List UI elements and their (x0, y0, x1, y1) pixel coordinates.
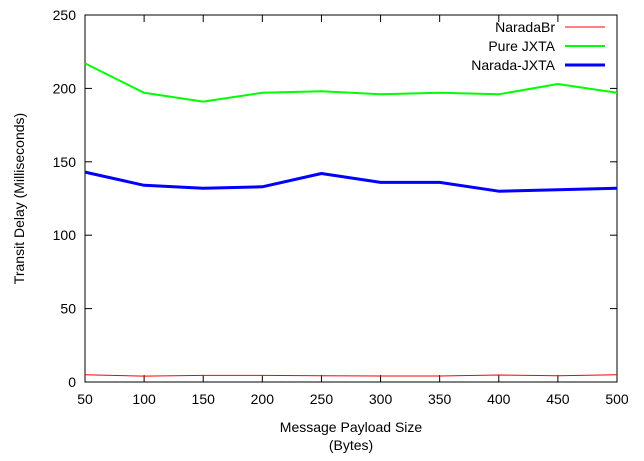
series-line-naradabr (84, 374, 618, 377)
legend-label: NaradaBr (495, 19, 555, 35)
y-tick-label: 150 (53, 154, 77, 170)
x-tick-label: 150 (192, 391, 216, 407)
x-tick-label: 100 (132, 391, 156, 407)
x-tick-label: 200 (251, 391, 275, 407)
y-axis: 0 50 100 150 200 250 (53, 7, 617, 390)
legend: NaradaBr Pure JXTA Narada-JXTA (471, 19, 605, 73)
plot-frame (84, 14, 618, 383)
y-tick-label: 50 (60, 301, 76, 317)
y-tick-label: 100 (53, 227, 77, 243)
x-axis-title: Message Payload Size (280, 419, 423, 435)
x-axis: 50 100 150 200 250 300 350 400 450 500 (77, 15, 629, 407)
plot-border (84, 14, 618, 383)
x-tick-label: 50 (77, 391, 93, 407)
x-tick-label: 350 (428, 391, 452, 407)
series-lines (84, 62, 618, 377)
legend-label: Narada-JXTA (471, 57, 555, 73)
y-tick-label: 0 (68, 374, 76, 390)
legend-label: Pure JXTA (488, 38, 555, 54)
x-tick-label: 500 (605, 391, 629, 407)
series-line-narada-jxta (84, 170, 618, 193)
y-tick-label: 250 (53, 7, 77, 23)
x-tick-label: 300 (369, 391, 393, 407)
x-tick-label: 400 (487, 391, 511, 407)
y-axis-title: Transit Delay (Milliseconds) (11, 113, 27, 284)
x-tick-label: 250 (310, 391, 334, 407)
x-tick-label: 450 (546, 391, 570, 407)
series-line-pure-jxta (84, 62, 618, 103)
y-tick-label: 200 (53, 80, 77, 96)
x-axis-unit: (Bytes) (329, 437, 373, 453)
